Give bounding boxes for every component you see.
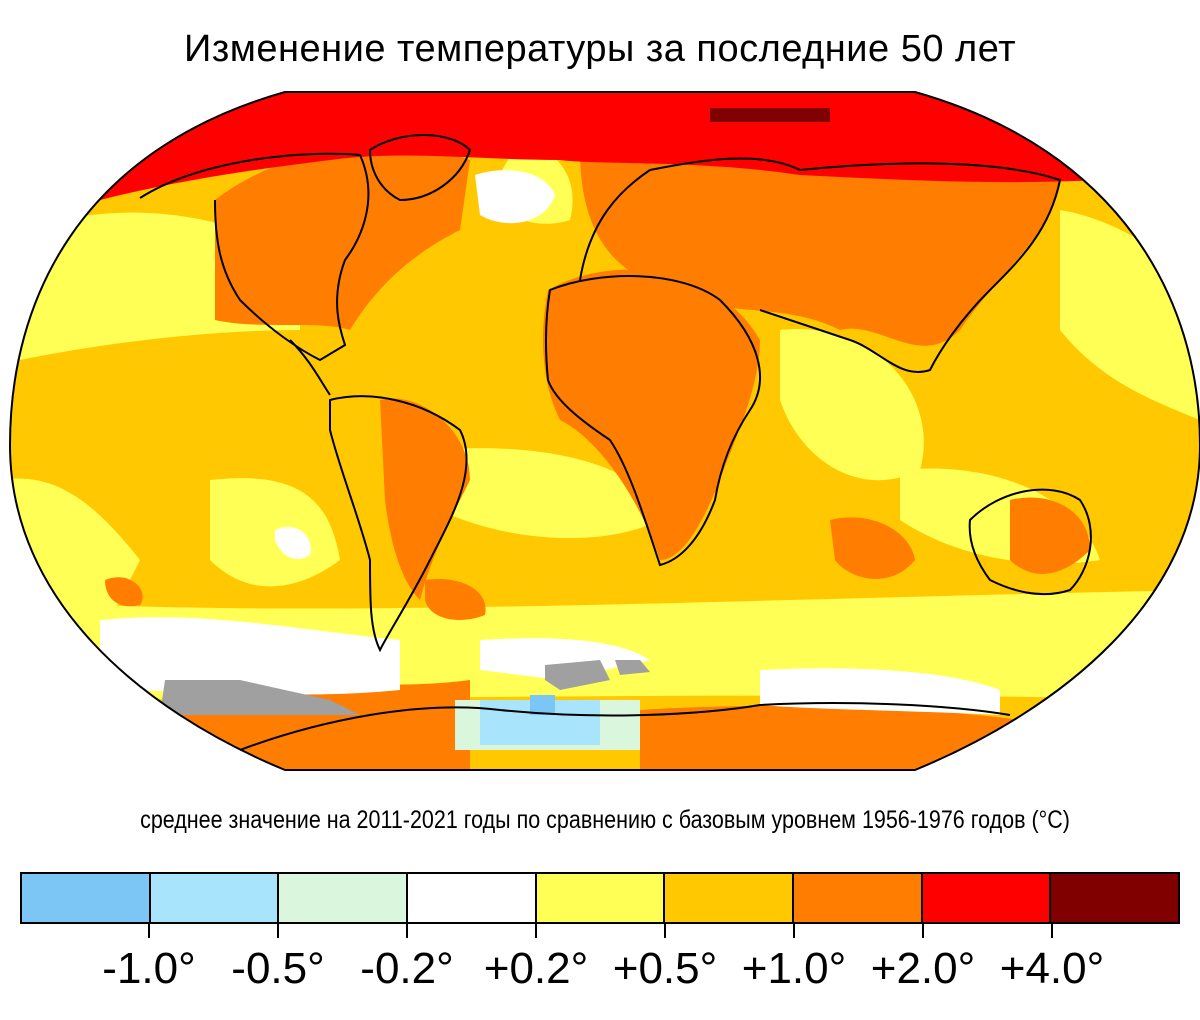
arctic-hot <box>100 92 1100 200</box>
antarctic-colder <box>530 695 555 715</box>
legend-tick <box>1051 924 1053 938</box>
map-subtitle: среднее значение на 2011-2021 годы по ср… <box>140 806 1070 834</box>
legend-label: +1.0° <box>741 944 847 993</box>
legend-ticks <box>0 924 1200 938</box>
southern-ocean-neutral <box>100 617 400 695</box>
legend-tick <box>277 924 279 938</box>
australia-warm <box>1010 497 1090 574</box>
legend-swatch <box>536 874 666 922</box>
antarctica-coast <box>239 702 1011 751</box>
map-title: Изменение температуры за последние 50 ле… <box>184 28 1016 70</box>
legend-label: +0.5° <box>612 944 718 993</box>
legend-swatch <box>22 874 151 922</box>
indian-ocean-warm <box>830 517 915 579</box>
legend-label: -0.5° <box>231 944 325 993</box>
asia-coast <box>759 162 1062 373</box>
color-legend <box>20 872 1180 924</box>
no-data-area <box>160 680 360 715</box>
legend-swatch <box>665 874 795 922</box>
north-atlantic-neutral <box>475 170 555 224</box>
legend-swatch <box>794 874 923 922</box>
globe-outline <box>8 91 1200 771</box>
legend-tick <box>664 924 666 938</box>
south-america-warm <box>380 398 470 600</box>
africa-coast <box>544 275 761 567</box>
legend-label: -1.0° <box>102 944 196 993</box>
legend-swatch <box>279 874 409 922</box>
south-pacific-neutral <box>275 526 311 560</box>
legend-swatch <box>408 874 537 922</box>
legend-label: +4.0° <box>999 944 1105 993</box>
central-america-coast <box>289 339 331 396</box>
siberia-very-hot <box>710 108 830 122</box>
legend-label: +2.0° <box>870 944 976 993</box>
no-data-area <box>615 660 650 675</box>
temperature-anomaly-map <box>8 91 1200 771</box>
greenland-coast <box>368 134 472 202</box>
legend-tick <box>148 924 150 938</box>
mild-region <box>430 448 660 539</box>
legend-swatch <box>150 874 280 922</box>
north-america-coast <box>139 152 370 362</box>
no-data-area <box>545 660 610 690</box>
legend-tick <box>406 924 408 938</box>
coastlines <box>139 134 1092 751</box>
south-atlantic-warm <box>425 579 486 620</box>
legend-label: +0.2° <box>483 944 589 993</box>
legend-swatch <box>1051 874 1179 922</box>
australia-coast <box>968 488 1092 596</box>
antarctic-warm <box>640 705 1020 770</box>
legend-tick <box>535 924 537 938</box>
legend-tick <box>922 924 924 938</box>
south-america-coast <box>329 395 468 653</box>
legend-label: -0.2° <box>360 944 454 993</box>
legend-swatch <box>922 874 1052 922</box>
legend-tick <box>793 924 795 938</box>
eurasia-warm <box>580 132 1060 346</box>
north-america-warm <box>215 145 470 330</box>
southern-ocean-neutral <box>480 638 650 680</box>
africa-warm <box>543 269 760 560</box>
pacific-warm <box>105 577 143 607</box>
europe-coast <box>579 157 801 281</box>
mild-region <box>780 329 924 481</box>
legend-labels: -1.0° -0.5° -0.2° +0.2° +0.5° +1.0° +2.0… <box>0 944 1200 1004</box>
